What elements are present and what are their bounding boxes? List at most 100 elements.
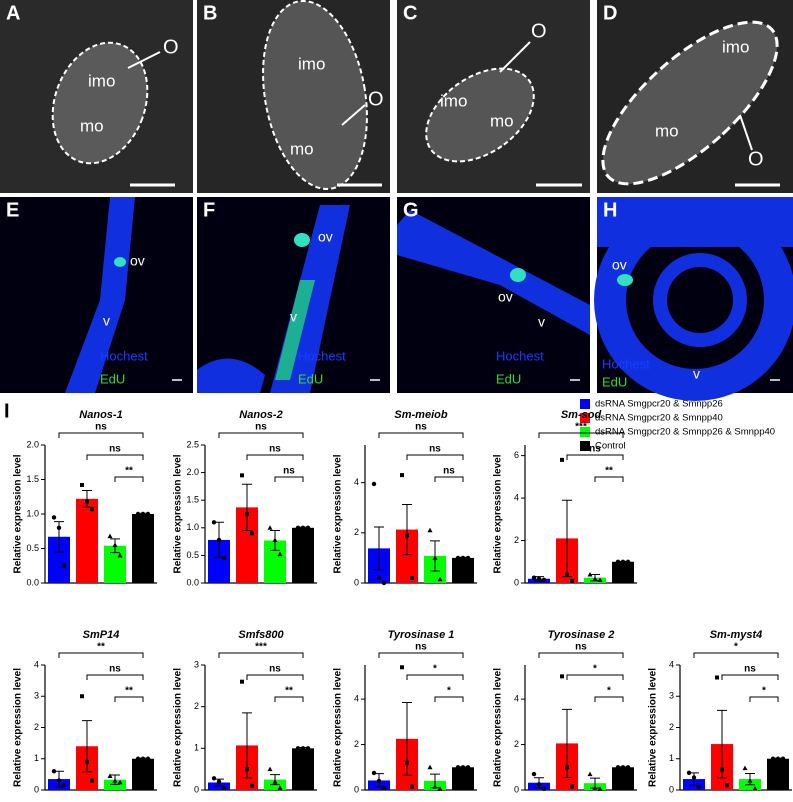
data-point — [620, 559, 626, 564]
data-point — [536, 782, 542, 787]
significance-bracket — [594, 696, 624, 702]
data-point — [107, 773, 113, 778]
data-point — [295, 746, 301, 751]
significance-bracket — [406, 454, 464, 460]
significance-label: ns — [429, 444, 441, 455]
y-axis-label: Relative expression level — [173, 454, 184, 573]
label: ov — [498, 289, 513, 305]
data-point — [570, 578, 574, 583]
label: v — [693, 366, 700, 382]
label: mo — [490, 111, 514, 130]
label: Hochest — [100, 348, 148, 363]
data-point — [272, 779, 278, 784]
significance-bracket — [406, 674, 464, 680]
bar — [48, 536, 70, 583]
data-point — [240, 473, 244, 478]
significance-bracket — [274, 476, 304, 482]
label: O — [368, 88, 384, 110]
panel-a: A imo mo O — [0, 0, 193, 193]
y-tick-label: 1.0 — [186, 522, 199, 532]
error-bar — [242, 712, 252, 779]
data-point — [747, 778, 753, 783]
panel-letter: D — [603, 2, 617, 24]
y-tick-label: 2 — [194, 701, 199, 711]
error-bar — [242, 483, 252, 532]
significance-bracket — [538, 432, 624, 438]
label: Hochest — [496, 348, 544, 363]
bar — [132, 514, 154, 583]
y-axis-label: Relative expression level — [13, 454, 24, 573]
data-point — [455, 765, 461, 770]
legend-label: dsRNA Smgpcr20 & Smnpp26 — [595, 399, 723, 410]
y-tick-label: 0 — [354, 784, 359, 794]
y-tick-label: 1.5 — [26, 474, 39, 484]
significance-label: ns — [255, 422, 267, 433]
data-point — [592, 576, 598, 581]
chart-title: Nanos-2 — [239, 409, 282, 421]
data-point — [216, 537, 222, 543]
label: v — [538, 314, 545, 330]
y-tick-label: 2 — [34, 722, 39, 732]
data-point — [465, 765, 471, 770]
data-point — [267, 766, 273, 772]
y-tick-label: 2.0 — [186, 467, 199, 477]
data-point — [376, 575, 382, 581]
significance-label: ** — [97, 642, 105, 653]
bar — [396, 529, 418, 583]
data-point — [427, 527, 433, 533]
error-bar — [562, 499, 572, 578]
data-point — [272, 537, 278, 542]
panel-c: C imo mo O — [397, 0, 590, 193]
significance-bracket — [274, 696, 304, 702]
panel-letter: B — [203, 2, 217, 24]
y-tick-label: 3 — [669, 691, 674, 701]
significance-bracket — [86, 454, 144, 460]
panel-letter: E — [6, 199, 19, 221]
data-point — [221, 555, 227, 561]
legend-swatch — [580, 399, 590, 409]
significance-bracket — [538, 652, 624, 658]
y-tick-label: 1.0 — [26, 508, 39, 518]
y-tick-label: 0 — [669, 784, 674, 794]
data-point — [560, 674, 564, 679]
y-axis-label: Relative expression level — [648, 668, 659, 787]
data-point — [691, 775, 697, 780]
data-point — [250, 783, 254, 788]
data-point — [437, 786, 443, 791]
data-point — [625, 765, 631, 770]
y-axis-label: Relative expression level — [173, 668, 184, 787]
data-point — [250, 531, 254, 536]
data-point — [371, 770, 377, 776]
data-point — [565, 765, 569, 770]
significance-label: ns — [109, 444, 121, 455]
significance-label: *** — [575, 422, 587, 433]
y-tick-label: 1 — [34, 753, 39, 763]
y-tick-label: 3 — [34, 691, 39, 701]
chart-title: SmP14 — [83, 629, 120, 641]
data-point — [85, 759, 89, 764]
y-tick-label: 2 — [354, 739, 359, 749]
y-axis-label: Relative expression level — [333, 668, 344, 787]
data-point — [541, 786, 547, 792]
significance-bracket — [434, 696, 464, 702]
significance-label: ns — [109, 664, 121, 675]
data-point — [295, 525, 301, 530]
data-point — [381, 580, 387, 586]
data-point — [267, 525, 273, 530]
data-point — [216, 779, 222, 784]
significance-label: ns — [415, 642, 427, 653]
y-tick-label: 4 — [514, 693, 519, 703]
significance-label: ** — [125, 686, 133, 697]
significance-bracket — [246, 454, 304, 460]
significance-bracket — [594, 476, 624, 482]
significance-bracket — [218, 652, 304, 658]
panel-letter: A — [6, 2, 20, 24]
data-point — [770, 756, 776, 761]
legend-swatch — [580, 413, 590, 423]
chart-title: Nanos-1 — [79, 409, 122, 421]
data-point — [696, 784, 702, 790]
label: ov — [130, 253, 145, 269]
significance-label: * — [762, 686, 766, 697]
label: EdU — [496, 371, 521, 386]
significance-label: * — [433, 664, 437, 675]
